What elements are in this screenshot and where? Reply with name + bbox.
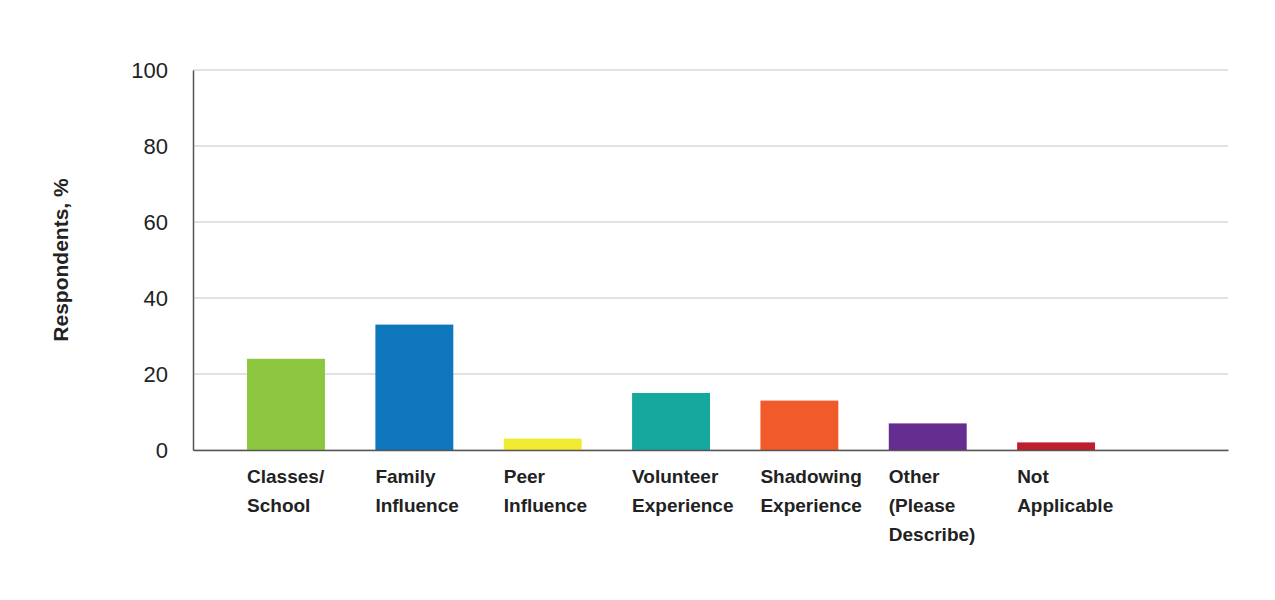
x-tick: Shadowing Experience	[760, 450, 861, 516]
y-tick-label: 0	[156, 438, 168, 463]
y-tick: 40	[144, 286, 193, 311]
x-tick: Classes/School	[247, 450, 325, 516]
x-tick-label-line: Experience	[760, 495, 861, 516]
x-tick-label-line: Volunteer	[632, 466, 719, 487]
y-tick: 100	[131, 58, 193, 83]
x-tick-label: Shadowing Experience	[760, 466, 861, 516]
x-tick-label-line: Other	[889, 466, 940, 487]
x-tick-label-line: Classes/	[247, 466, 325, 487]
grid-line	[193, 222, 1228, 223]
bar	[1017, 442, 1095, 450]
y-tick: 60	[144, 210, 193, 235]
y-tick-label: 100	[131, 58, 168, 83]
plot: 0 20 40 60 80 100 Classes/School Family Influenc…	[131, 58, 1228, 545]
x-axis-line	[194, 450, 1229, 452]
x-tick-label-line: Family	[375, 466, 436, 487]
grid-line	[193, 70, 1228, 71]
grid-line	[193, 374, 1228, 375]
bar	[632, 393, 710, 450]
y-tick: 20	[144, 362, 193, 387]
x-tick: Not Applicable	[1017, 450, 1113, 516]
x-tick-label-line: Applicable	[1017, 495, 1113, 516]
x-tick-label-line: School	[247, 495, 310, 516]
x-tick-label: Peer Influence	[504, 466, 587, 516]
y-tick-label: 60	[144, 210, 168, 235]
grid-line	[193, 146, 1228, 147]
y-tick: 0	[156, 438, 193, 463]
chart: 0 20 40 60 80 100 Classes/School Family Influenc…	[0, 0, 1275, 600]
x-tick-label: Not Applicable	[1017, 466, 1113, 516]
bar	[504, 439, 582, 450]
x-tick-label-line: Peer	[504, 466, 546, 487]
y-tick-label: 40	[144, 286, 168, 311]
y-tick: 80	[144, 134, 193, 159]
x-tick: Volunteer Experience	[632, 450, 733, 516]
x-tick-label-line: Influence	[375, 495, 458, 516]
x-axis: Classes/School Family Influence Peer Influen…	[194, 450, 1229, 545]
x-tick: Peer Influence	[504, 450, 587, 516]
x-tick-label-line: Influence	[504, 495, 587, 516]
x-tick-label: Volunteer Experience	[632, 466, 733, 516]
bar	[247, 359, 325, 450]
bar	[375, 325, 453, 450]
y-axis: 0 20 40 60 80 100	[131, 58, 193, 463]
y-tick-label: 20	[144, 362, 168, 387]
x-tick-label-line: Experience	[632, 495, 733, 516]
grid	[193, 70, 1228, 450]
y-axis-line	[193, 71, 195, 451]
bar	[889, 423, 967, 450]
bar	[760, 401, 838, 450]
x-tick-label: Other (Please Describe)	[889, 466, 976, 545]
x-tick-label-line: Shadowing	[760, 466, 861, 487]
x-tick-label-line: Describe)	[889, 524, 976, 545]
grid-line	[193, 298, 1228, 299]
y-tick-label: 80	[144, 134, 168, 159]
x-tick-label-line: Not	[1017, 466, 1049, 487]
x-tick-label-line: (Please	[889, 495, 956, 516]
y-axis-title: Respondents, %	[49, 178, 72, 342]
x-tick: Other (Please Describe)	[889, 450, 976, 545]
bars	[247, 325, 1095, 450]
x-tick: Family Influence	[375, 450, 458, 516]
x-tick-label: Classes/School	[247, 466, 325, 516]
x-tick-label: Family Influence	[375, 466, 458, 516]
